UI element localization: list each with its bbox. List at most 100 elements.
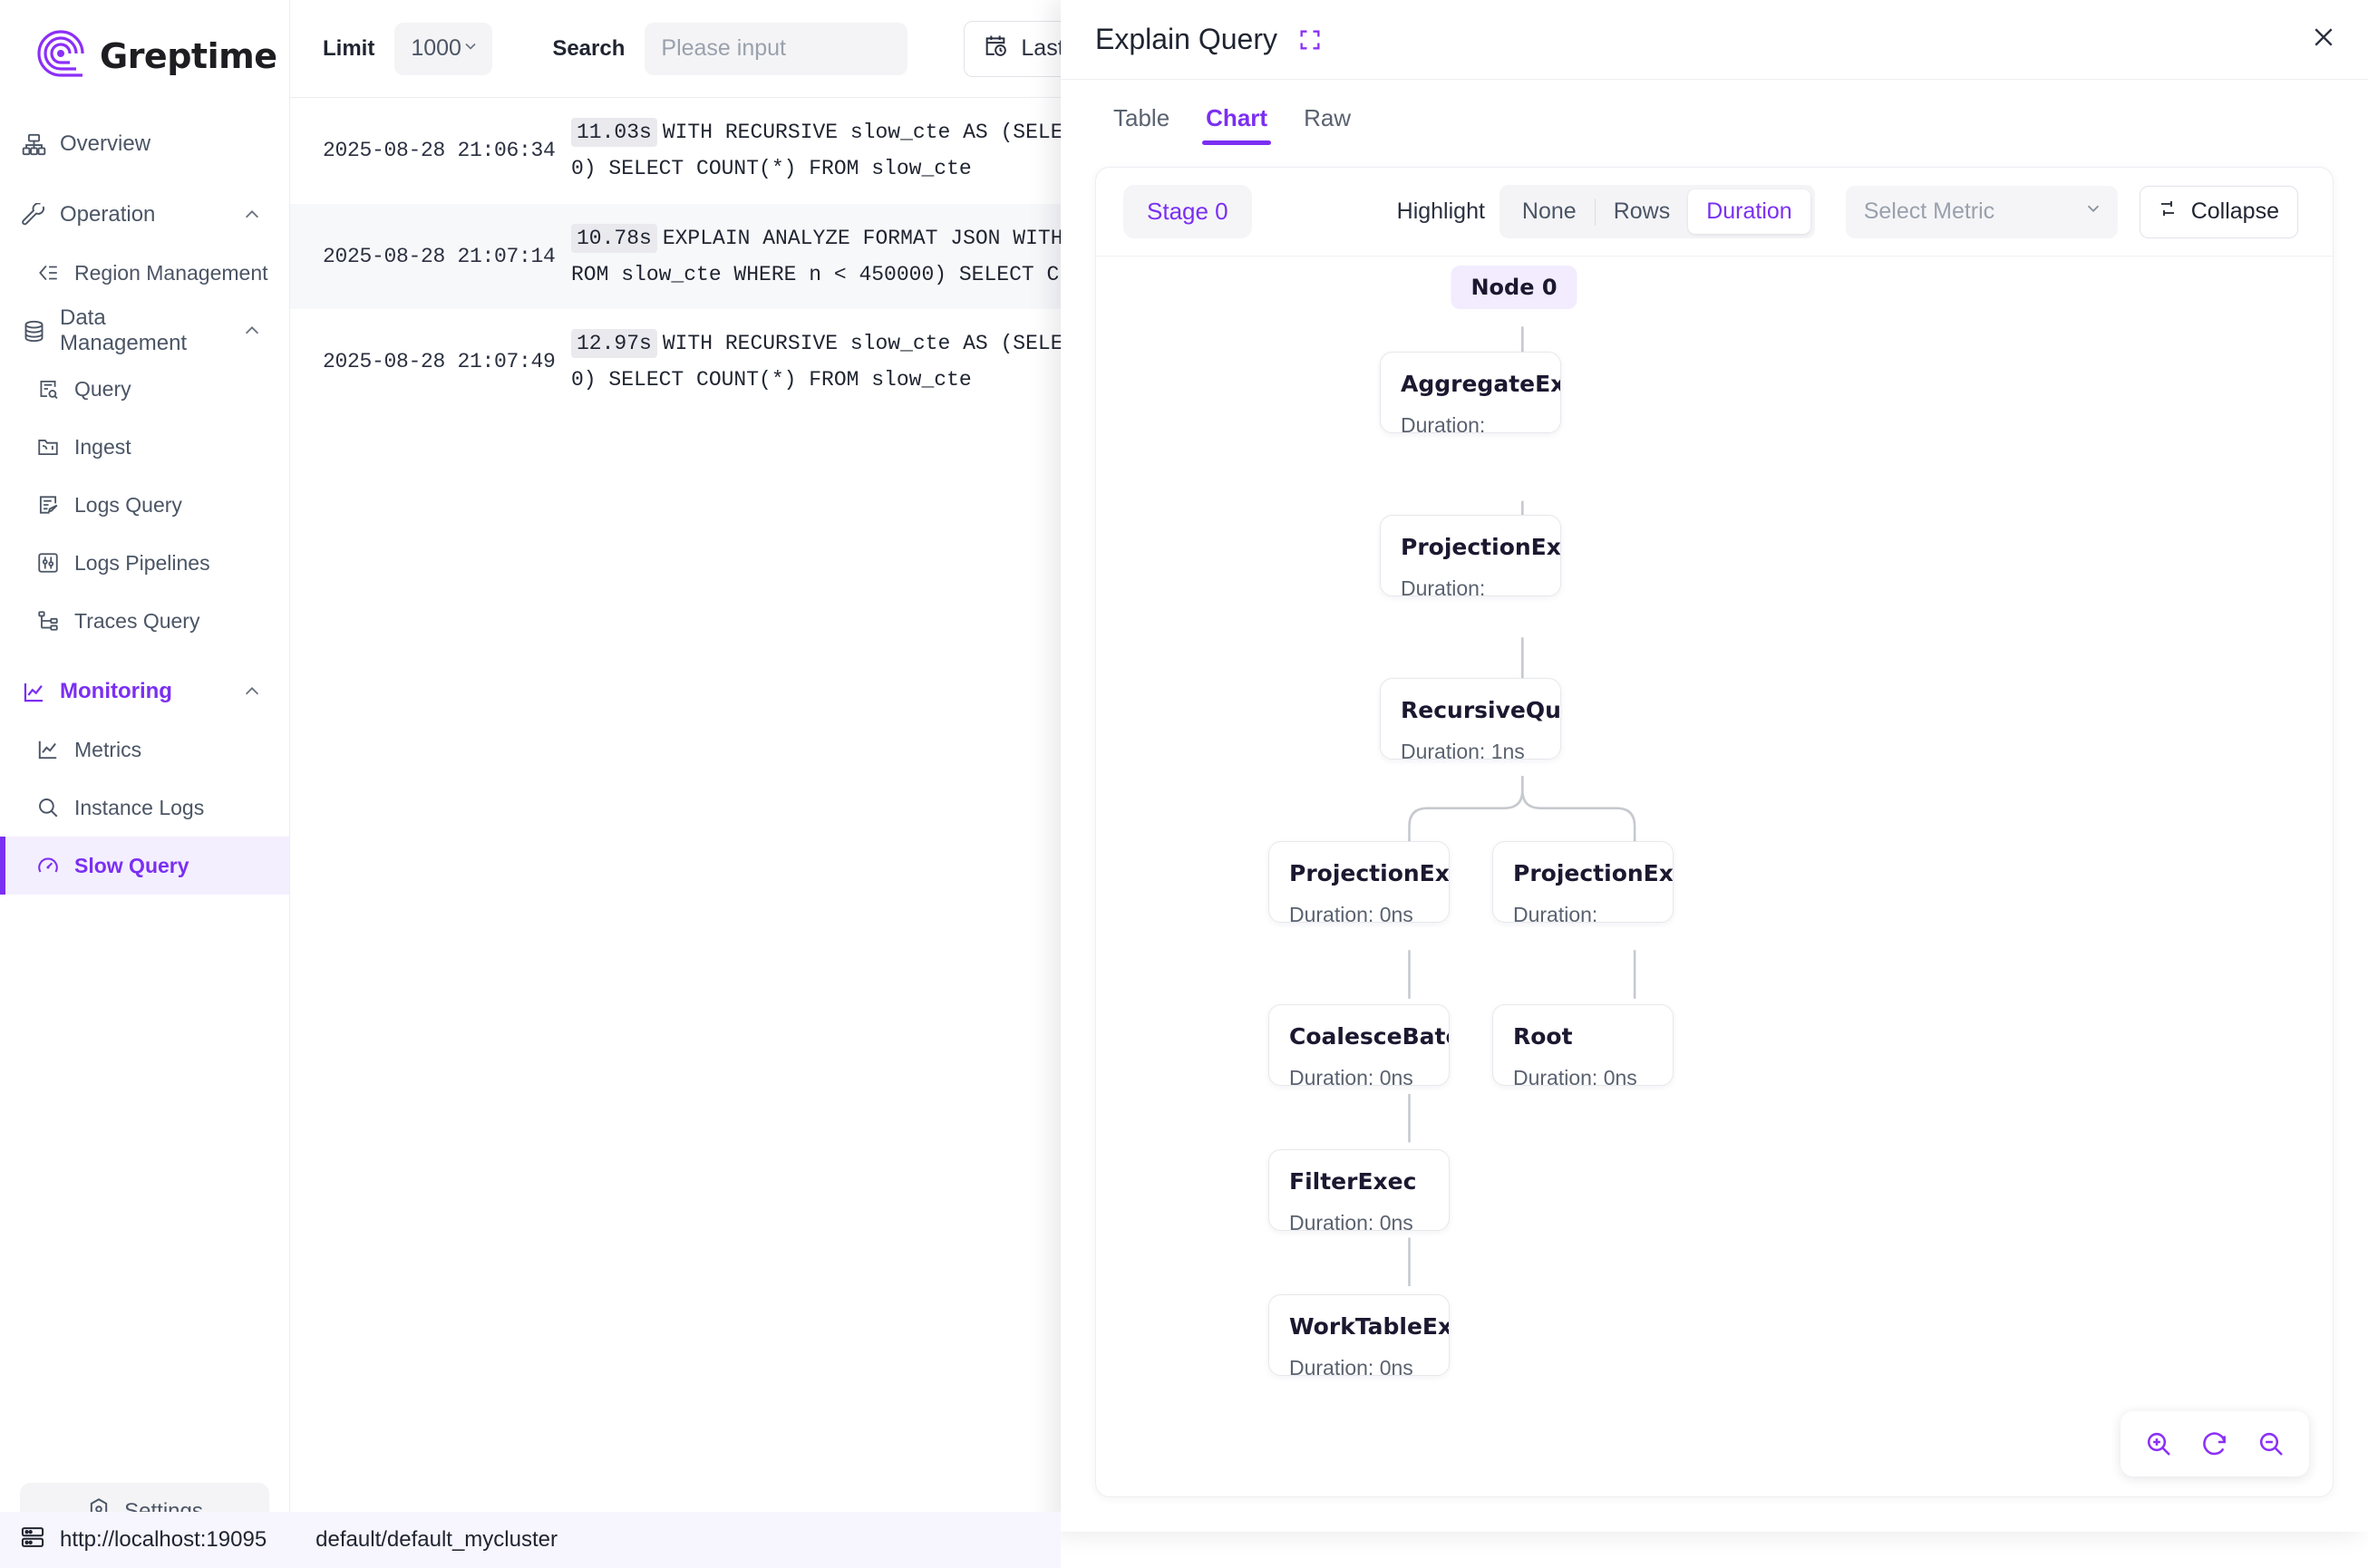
sliders-icon	[34, 549, 62, 576]
collapse-label: Collapse	[2190, 198, 2279, 224]
explain-query-modal: Explain Query Table Chart Raw Stage 0 Hi…	[1061, 0, 2368, 1532]
sidebar-item-label: Data Management	[60, 305, 188, 355]
row-timestamp: 2025-08-28 21:07:49	[323, 350, 556, 374]
stage-label: Stage 0	[1147, 198, 1228, 225]
reset-icon[interactable]	[2191, 1420, 2238, 1467]
plan-node-title: Root	[1513, 1023, 1573, 1050]
sidebar-item-metrics[interactable]: Metrics	[0, 721, 289, 779]
highlight-option-none[interactable]: None	[1504, 189, 1595, 234]
tab-raw[interactable]: Raw	[1286, 80, 1369, 156]
sidebar-item-label: Overview	[60, 131, 151, 156]
sidebar-item-ingest[interactable]: Ingest	[0, 418, 289, 476]
graph-zoom-controls	[2121, 1411, 2309, 1476]
row-sql: 11.03s WITH RECURSIVE slow_cte AS (SELE 0…	[562, 114, 1063, 188]
plan-node-projection-left[interactable]: ProjectionExec Duration: 0ns	[1268, 841, 1450, 923]
row-duration-badge: 11.03s	[571, 118, 657, 147]
plan-node-duration: Duration: 175.42µs	[1513, 903, 1598, 923]
sidebar-item-label: Metrics	[74, 737, 142, 761]
sidebar-item-instance-logs[interactable]: Instance Logs	[0, 779, 289, 837]
sidebar-item-slow-query[interactable]: Slow Query	[0, 837, 289, 895]
plan-node-filter[interactable]: FilterExec Duration: 0ns	[1268, 1149, 1450, 1231]
segment-label: Rows	[1613, 198, 1671, 224]
database-icon	[20, 317, 47, 344]
sidebar-item-label: Ingest	[74, 434, 131, 459]
execution-plan-graph[interactable]: Node 0 AggregateExec Duration: 119.01ms …	[1096, 256, 2333, 1496]
highlight-option-rows[interactable]: Rows	[1596, 189, 1689, 234]
plan-node-title: AggregateExec	[1401, 371, 1560, 397]
status-database: default/default_mycluster	[315, 1527, 558, 1552]
limit-value: 1000	[411, 35, 461, 61]
brand-logo[interactable]: Greptime	[0, 0, 289, 110]
plan-node-title: ProjectionExec	[1289, 860, 1450, 886]
sidebar-item-region-management[interactable]: Region Management	[0, 244, 289, 302]
sidebar-item-query[interactable]: Query	[0, 360, 289, 418]
highlight-option-duration[interactable]: Duration	[1688, 189, 1810, 234]
collapse-button[interactable]: Collapse	[2139, 185, 2298, 238]
chart-card: Stage 0 Highlight None Rows Duration Sel…	[1095, 167, 2334, 1497]
metric-select[interactable]: Select Metric	[1845, 185, 2118, 238]
tab-label: Table	[1113, 103, 1170, 131]
sidebar-item-label: Query	[74, 376, 131, 401]
plan-node-duration: Duration: 119.01ms	[1401, 413, 1486, 433]
plan-node-coalesce[interactable]: CoalesceBatchesExec Duration: 0ns	[1268, 1004, 1450, 1086]
zoom-in-icon[interactable]	[2135, 1420, 2182, 1467]
sidebar-item-monitoring[interactable]: Monitoring	[0, 663, 289, 721]
sidebar-item-label: Operation	[60, 202, 156, 227]
sidebar-item-overview[interactable]: Overview	[0, 115, 289, 173]
limit-label: Limit	[323, 35, 375, 61]
plan-node-aggregate[interactable]: AggregateExec Duration: 119.01ms	[1380, 352, 1561, 433]
chevron-up-icon[interactable]	[242, 205, 262, 225]
sidebar: Greptime Overview Operation	[0, 0, 290, 1568]
greptime-logo-icon	[34, 27, 87, 84]
close-icon[interactable]	[2310, 24, 2337, 56]
plan-node-title: FilterExec	[1289, 1168, 1417, 1195]
tab-table[interactable]: Table	[1095, 80, 1188, 156]
sidebar-item-data-management[interactable]: Data Management	[0, 302, 289, 360]
zoom-out-icon[interactable]	[2247, 1420, 2295, 1467]
row-sql: 10.78s EXPLAIN ANALYZE FORMAT JSON WITH R…	[562, 220, 1072, 294]
logs-query-icon	[34, 491, 62, 518]
plan-node-recursive[interactable]: RecursiveQueryExec Duration: 1ns	[1380, 678, 1561, 760]
plan-node-title: RecursiveQueryExec	[1401, 697, 1561, 723]
plan-node-projection-top[interactable]: ProjectionExec Duration: 20.27ms	[1380, 515, 1561, 596]
plan-node-duration: Duration: 1ns	[1401, 740, 1525, 760]
tab-chart[interactable]: Chart	[1188, 80, 1286, 156]
chevron-down-icon	[461, 35, 480, 62]
date-range-value: Last	[1021, 35, 1064, 61]
row-sql-text: EXPLAIN ANALYZE FORMAT JSON WITH ROM slo…	[571, 226, 1072, 286]
row-timestamp: 2025-08-28 21:06:34	[323, 139, 556, 163]
plan-node-title: CoalesceBatchesExec	[1289, 1023, 1449, 1050]
plan-node-root[interactable]: Root Duration: 0ns	[1492, 1004, 1674, 1086]
plan-node-title: ProjectionExec	[1513, 860, 1674, 886]
sidebar-item-logs-query[interactable]: Logs Query	[0, 476, 289, 534]
row-sql-text: WITH RECURSIVE slow_cte AS (SELE 0) SELE…	[571, 121, 1063, 181]
table-row[interactable]: 2025-08-28 21:07:49 12.97s WITH RECURSIVE…	[290, 309, 2368, 415]
plan-node-duration: Duration: 20.27ms	[1401, 576, 1486, 596]
chevron-up-icon[interactable]	[242, 321, 262, 341]
wrench-icon	[20, 201, 47, 228]
row-sql: 12.97s WITH RECURSIVE slow_cte AS (SELE 0…	[562, 325, 1063, 399]
tab-label: Raw	[1304, 103, 1352, 131]
region-icon	[34, 259, 62, 286]
sidebar-item-label: Monitoring	[60, 679, 172, 703]
plan-node-duration: Duration: 0ns	[1289, 903, 1413, 923]
sidebar-item-label: Logs Query	[74, 492, 182, 517]
search-input[interactable]	[645, 22, 908, 75]
expand-icon[interactable]	[1297, 27, 1323, 53]
sidebar-item-traces-query[interactable]: Traces Query	[0, 592, 289, 650]
limit-select[interactable]: 1000	[394, 22, 493, 75]
row-duration-badge: 10.78s	[571, 223, 657, 253]
sidebar-item-operation[interactable]: Operation	[0, 186, 289, 244]
plan-node-duration: Duration: 0ns	[1289, 1211, 1413, 1231]
plan-node-projection-right[interactable]: ProjectionExec Duration: 175.42µs	[1492, 841, 1674, 923]
chevron-up-icon[interactable]	[242, 682, 262, 702]
status-url: http://localhost:19095	[60, 1527, 267, 1552]
sidebar-item-logs-pipelines[interactable]: Logs Pipelines	[0, 534, 289, 592]
stage-chip[interactable]: Stage 0	[1123, 185, 1252, 238]
plan-node-worktable[interactable]: WorkTableExec Duration: 0ns	[1268, 1294, 1450, 1376]
table-row[interactable]: 2025-08-28 21:06:34 11.03s WITH RECURSIVE…	[290, 98, 2368, 204]
tab-label: Chart	[1206, 103, 1268, 131]
sidebar-item-label: Instance Logs	[74, 795, 205, 819]
calendar-clock-icon	[983, 33, 1008, 64]
highlight-segmented-control: None Rows Duration	[1499, 185, 1815, 238]
